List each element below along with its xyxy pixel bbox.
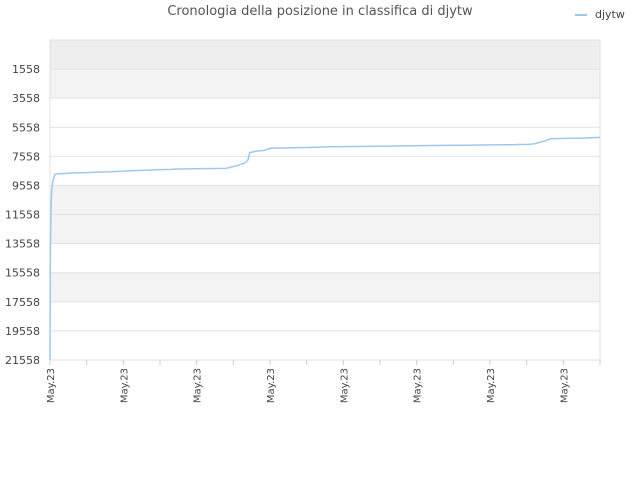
y-tick-label: 5558	[12, 121, 40, 134]
grid-band	[50, 69, 600, 99]
y-tick-label: 19558	[5, 325, 40, 338]
legend: djytw	[575, 8, 625, 21]
y-tick-label: 7558	[12, 150, 40, 163]
legend-swatch	[575, 13, 587, 16]
grid-band	[50, 127, 600, 157]
y-tick-label: 11558	[5, 209, 40, 222]
grid-band	[50, 185, 600, 215]
y-tick-label: 17558	[5, 296, 40, 309]
y-tick-label: 9558	[12, 179, 40, 192]
legend-label: djytw	[595, 8, 625, 21]
y-tick-label: 21558	[5, 354, 40, 367]
x-tick-label: May.23	[119, 368, 130, 403]
x-tick-label: May.23	[266, 368, 277, 403]
series-line	[49, 136, 601, 361]
grid-band	[50, 330, 600, 360]
y-tick-label: 3558	[12, 92, 40, 105]
grid-band	[50, 301, 600, 331]
plot-border	[49, 39, 601, 361]
x-tick-label: May.23	[559, 368, 570, 403]
grid-band	[50, 243, 600, 273]
chart-title: Cronologia della posizione in classifica…	[167, 4, 473, 19]
x-tick-label: May.23	[193, 368, 204, 403]
x-tick-label: May.23	[486, 368, 497, 403]
x-tick-label: May.23	[413, 368, 424, 403]
grid-band	[50, 214, 600, 244]
y-tick-label: 13558	[5, 238, 40, 251]
x-tick-label: May.23	[46, 368, 57, 403]
y-tick-label: 15558	[5, 267, 40, 280]
x-tick-label: May.23	[339, 368, 350, 403]
grid-band	[50, 98, 600, 128]
grid-band	[50, 40, 600, 70]
grid-band	[50, 272, 600, 302]
y-tick-label: 1558	[12, 63, 40, 76]
